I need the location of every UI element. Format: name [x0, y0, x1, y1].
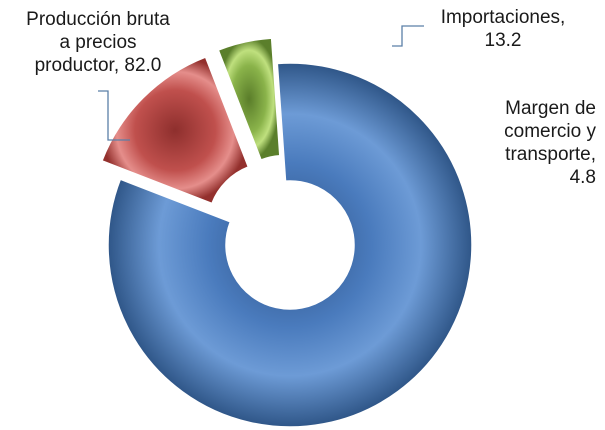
data-label-margen-line3: transporte, [505, 144, 596, 165]
data-label-importaciones: Importaciones, 13.2 [428, 6, 578, 52]
data-label-produccion: Producción bruta a precios productor, 82… [12, 8, 184, 77]
leader-line-importaciones [392, 25, 424, 47]
data-label-margen: Margen de comercio y transporte, 4.8 [478, 97, 596, 189]
data-label-produccion-line3: productor, 82.0 [34, 55, 162, 76]
data-label-importaciones-line1: Importaciones, [440, 7, 566, 28]
data-label-margen-line1: Margen de [505, 98, 596, 119]
data-label-margen-line2: comercio y [504, 121, 596, 142]
data-label-produccion-line1: Producción bruta [26, 9, 170, 30]
data-label-margen-line4: 4.8 [569, 167, 596, 188]
slice-margen [217, 37, 281, 161]
slice-importaciones [100, 56, 250, 205]
slice-produccion [107, 62, 473, 428]
data-label-importaciones-line2: 13.2 [484, 30, 522, 51]
leader-line-produccion [98, 90, 130, 141]
data-label-produccion-line2: a precios [59, 32, 137, 53]
